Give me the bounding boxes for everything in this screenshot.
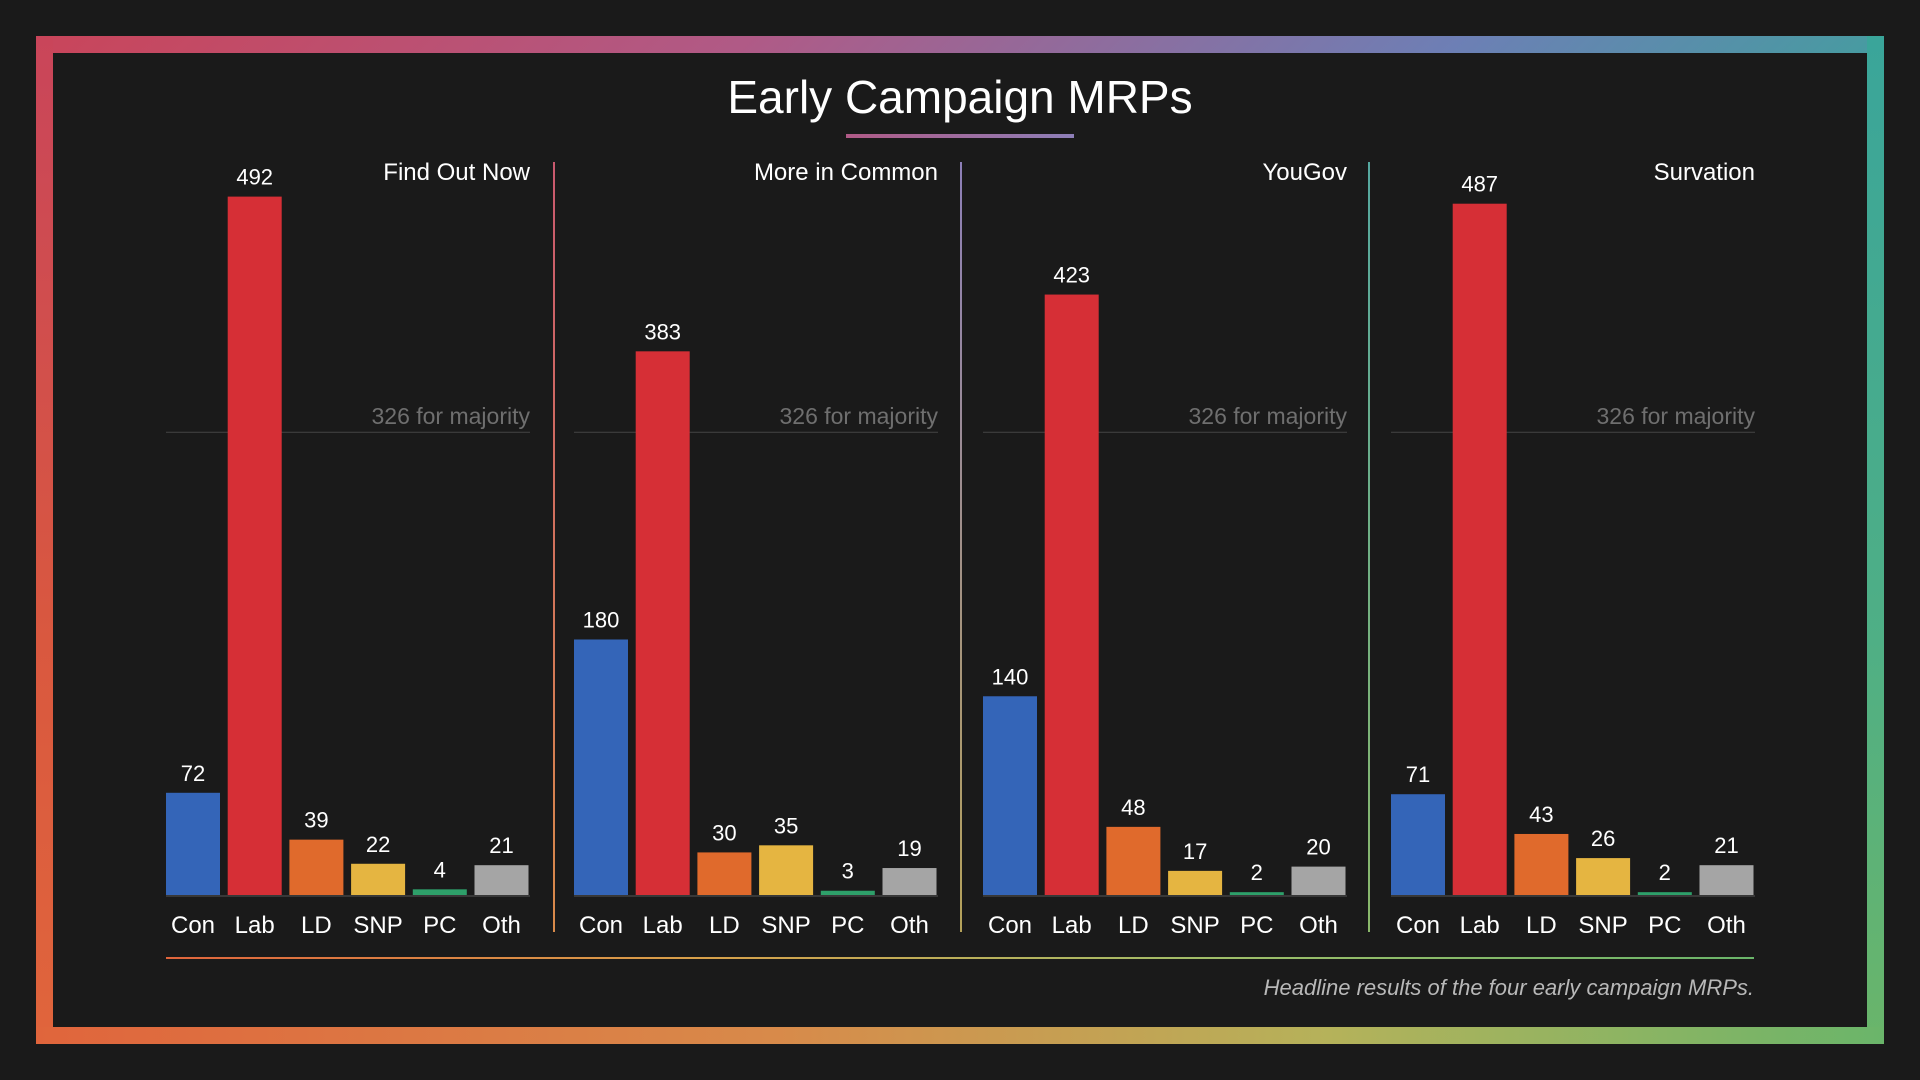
data-label: 423 bbox=[1053, 263, 1090, 288]
bar-con bbox=[983, 696, 1037, 895]
bar-snp bbox=[1168, 870, 1223, 895]
title-underline bbox=[846, 134, 1074, 138]
bar-pc bbox=[1229, 892, 1284, 895]
category-label: LD bbox=[301, 912, 332, 939]
category-label: PC bbox=[423, 912, 456, 939]
bar-ld bbox=[289, 839, 344, 895]
panel-divider bbox=[1368, 162, 1370, 932]
category-label: Oth bbox=[482, 912, 521, 939]
data-label: 2 bbox=[1251, 860, 1263, 885]
data-label: 39 bbox=[304, 808, 328, 833]
panel-divider bbox=[553, 162, 555, 932]
category-label: PC bbox=[1240, 912, 1273, 939]
data-label: 20 bbox=[1306, 835, 1330, 860]
category-label: LD bbox=[1526, 912, 1557, 939]
category-label: SNP bbox=[1170, 912, 1219, 939]
bar-con bbox=[166, 792, 220, 895]
data-label: 71 bbox=[1406, 762, 1430, 787]
category-label: Oth bbox=[890, 912, 929, 939]
data-label: 487 bbox=[1461, 172, 1498, 197]
bar-ld bbox=[1514, 833, 1569, 895]
category-label: Con bbox=[1396, 912, 1440, 939]
bar-oth bbox=[882, 868, 937, 895]
panel-title: YouGov bbox=[1262, 159, 1347, 186]
majority-label: 326 for majority bbox=[1188, 403, 1347, 429]
data-label: 43 bbox=[1529, 802, 1553, 827]
bar-pc bbox=[820, 890, 875, 895]
bar-pc bbox=[412, 889, 467, 895]
bar-snp bbox=[759, 845, 814, 895]
data-label: 492 bbox=[236, 165, 273, 190]
data-label: 140 bbox=[992, 664, 1029, 689]
bar-lab bbox=[1452, 203, 1507, 896]
category-label: Oth bbox=[1707, 912, 1746, 939]
category-label: PC bbox=[1648, 912, 1681, 939]
data-label: 30 bbox=[712, 820, 736, 845]
frame-right-edge bbox=[1867, 36, 1884, 1044]
majority-label: 326 for majority bbox=[1596, 403, 1755, 429]
frame-left-edge bbox=[36, 36, 53, 1044]
bar-ld bbox=[1106, 826, 1161, 895]
category-label: Lab bbox=[235, 912, 275, 939]
panel-title: More in Common bbox=[754, 159, 938, 186]
category-label: Oth bbox=[1299, 912, 1338, 939]
panel-divider bbox=[960, 162, 962, 932]
data-label: 26 bbox=[1591, 826, 1615, 851]
majority-label: 326 for majority bbox=[779, 403, 938, 429]
panel-title: Survation bbox=[1654, 159, 1755, 186]
bar-oth bbox=[1699, 865, 1754, 895]
category-label: Lab bbox=[1052, 912, 1092, 939]
category-label: LD bbox=[1118, 912, 1149, 939]
bar-ld bbox=[697, 852, 752, 895]
majority-label: 326 for majority bbox=[371, 403, 530, 429]
bar-con bbox=[1391, 794, 1445, 895]
bar-oth bbox=[474, 865, 529, 895]
category-label: Con bbox=[988, 912, 1032, 939]
data-label: 17 bbox=[1183, 839, 1207, 864]
page-title: Early Campaign MRPs bbox=[727, 71, 1193, 123]
data-label: 2 bbox=[1659, 860, 1671, 885]
data-label: 22 bbox=[366, 832, 390, 857]
bar-snp bbox=[1576, 858, 1631, 895]
bar-con bbox=[574, 639, 628, 895]
category-label: SNP bbox=[1578, 912, 1627, 939]
frame-bottom-edge bbox=[36, 1027, 1884, 1044]
bar-pc bbox=[1637, 892, 1692, 895]
data-label: 35 bbox=[774, 813, 798, 838]
category-label: Con bbox=[579, 912, 623, 939]
bar-lab bbox=[227, 196, 282, 895]
data-label: 180 bbox=[583, 607, 620, 632]
data-label: 72 bbox=[181, 761, 205, 786]
bar-snp bbox=[351, 863, 406, 895]
bar-oth bbox=[1291, 866, 1346, 895]
category-label: SNP bbox=[353, 912, 402, 939]
data-label: 21 bbox=[489, 833, 513, 858]
data-label: 21 bbox=[1714, 833, 1738, 858]
category-label: SNP bbox=[761, 912, 810, 939]
category-label: LD bbox=[709, 912, 740, 939]
data-label: 19 bbox=[897, 836, 921, 861]
bar-lab bbox=[1044, 294, 1099, 895]
data-label: 48 bbox=[1121, 795, 1145, 820]
category-label: PC bbox=[831, 912, 864, 939]
chart-baseline-rule bbox=[166, 957, 1754, 959]
category-label: Lab bbox=[1460, 912, 1500, 939]
data-label: 383 bbox=[644, 319, 681, 344]
category-label: Con bbox=[171, 912, 215, 939]
data-label: 3 bbox=[842, 859, 854, 884]
category-label: Lab bbox=[643, 912, 683, 939]
bar-lab bbox=[635, 351, 690, 895]
panel-title: Find Out Now bbox=[383, 159, 530, 186]
data-label: 4 bbox=[434, 857, 446, 882]
chart-caption: Headline results of the four early campa… bbox=[1263, 975, 1754, 1000]
